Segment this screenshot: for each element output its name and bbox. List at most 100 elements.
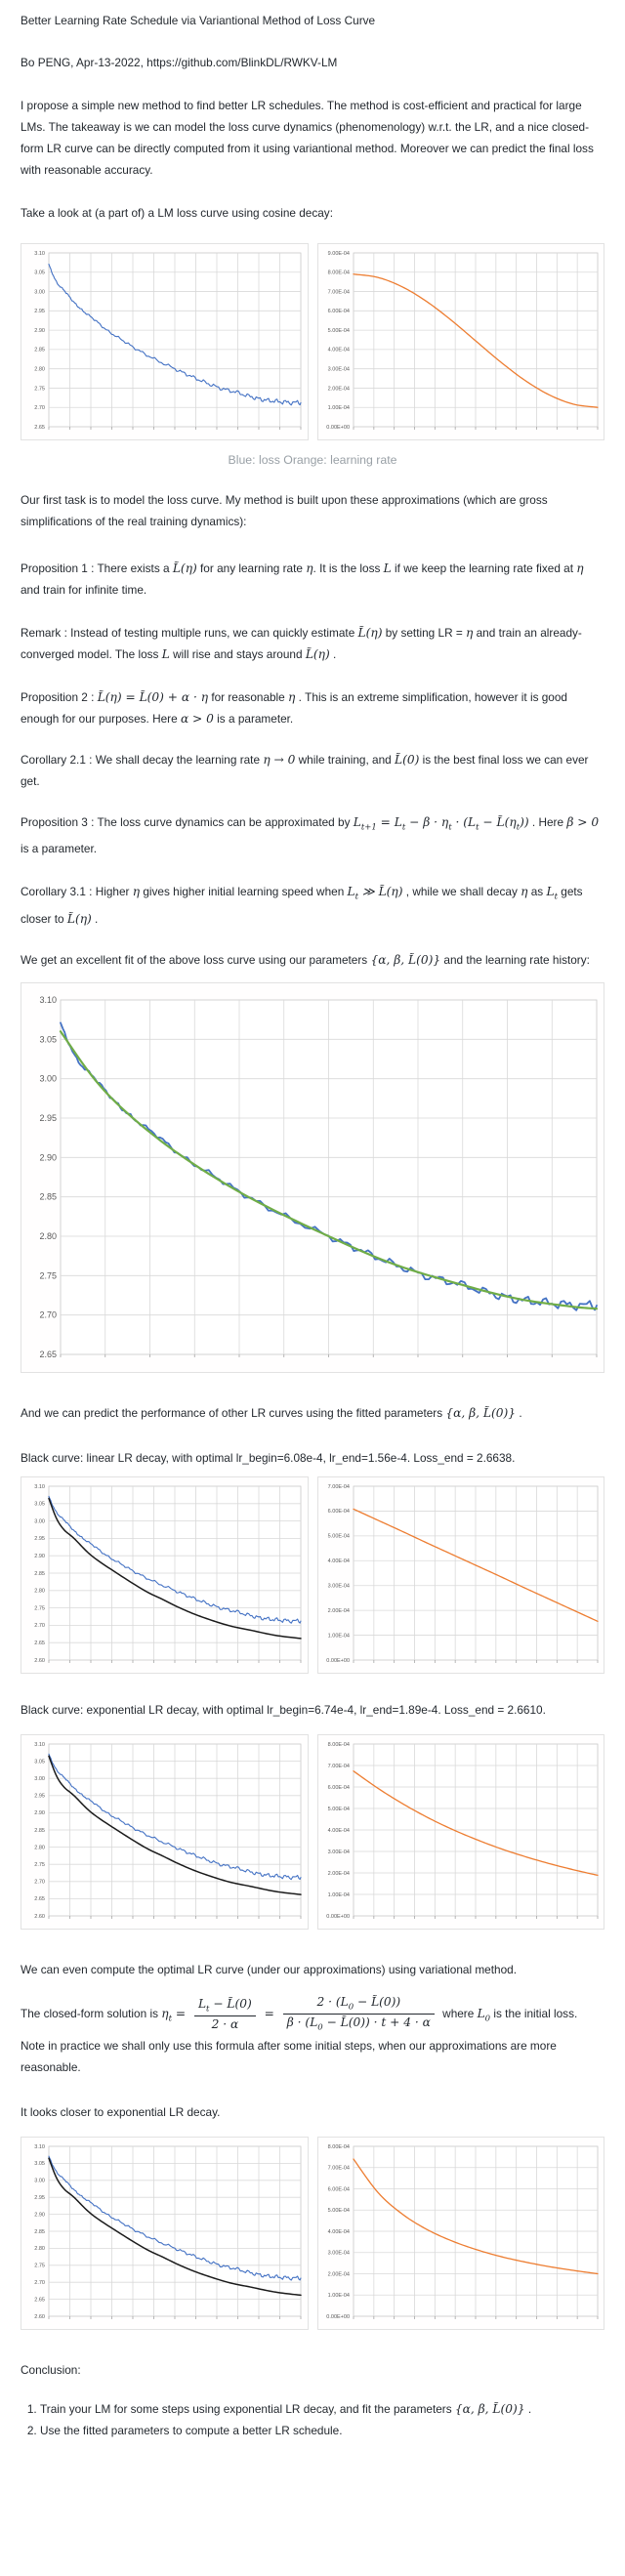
- y-tick-label: 2.00E-04: [327, 2271, 349, 2277]
- chart-lr-linear: 7.00E-04 6.00E-04 5.00E-04 4.00E-04 3.00E-04…: [316, 1475, 604, 1674]
- y-tick-label: 2.85: [34, 2228, 45, 2234]
- y-tick-label: 3.10: [39, 995, 57, 1005]
- series-loss-cosine-lr-decay-: [48, 263, 302, 406]
- y-tick-label: 2.60: [34, 1914, 45, 1920]
- y-tick-label: 4.00E-04: [327, 2228, 349, 2234]
- y-tick-label: 3.00: [39, 1074, 57, 1084]
- y-tick-label: 2.65: [34, 1896, 45, 1902]
- y-tick-label: 8.00E-04: [327, 270, 349, 276]
- y-tick-label: 2.70: [39, 1310, 57, 1320]
- y-tick-label: 3.05: [34, 2161, 45, 2167]
- math-inline: L̃(0): [395, 753, 420, 767]
- y-tick-label: 2.90: [34, 1554, 45, 1559]
- y-tick-label: 3.05: [34, 1501, 45, 1507]
- math-inline: Lt: [546, 885, 558, 902]
- y-tick-label: 2.65: [34, 2297, 45, 2303]
- figure-exponential-lr: 3.10 3.05 3.00 2.95 2.90 2.85 2.80 2.75 2.70 2.65…: [21, 1733, 604, 1930]
- math-inline: L̃(η): [357, 626, 383, 640]
- figure-cosine-loss-lr: 3.10 3.05 3.00 2.95 2.90 2.85 2.80 2.75 2.70 2.65…: [21, 243, 604, 440]
- math-inline: L̃(η) = L̃(0) + α · η: [97, 690, 209, 704]
- chart-svg: 3.10 3.05 3.00 2.95 2.90 2.85 2.80 2.75 2.70 2.65…: [34, 1484, 302, 1664]
- series-actual-loss: [48, 1753, 302, 1881]
- chart-svg: 3.10 3.05 3.00 2.95 2.90 2.85 2.80 2.75 2.70 2.65…: [34, 1742, 302, 1920]
- paragraph-proposition-1: Proposition 1 : There exists a L̃(η) for…: [21, 561, 584, 597]
- conclusion-list: Train your LM for some steps using expon…: [21, 2398, 604, 2441]
- paragraph-corollary-2-1: Corollary 2.1 : We shall decay the learn…: [21, 753, 589, 788]
- y-tick-label: 3.00E-04: [327, 2250, 349, 2256]
- series-cosine-lr-decay: [352, 273, 599, 408]
- y-tick-label: 2.95: [34, 1536, 45, 1542]
- series-predicted-loss-exponential-lr-: [48, 1755, 302, 1895]
- y-tick-label: 0.00E+00: [326, 425, 350, 431]
- y-tick-label: 7.00E-04: [327, 289, 349, 295]
- y-tick-label: 2.00E-04: [327, 386, 349, 392]
- math-inline: η: [288, 690, 296, 704]
- paragraph-variational: We can even compute the optimal LR curve…: [21, 1962, 517, 1976]
- math-inline: Lt ≫ L̃(η): [347, 885, 403, 902]
- y-tick-label: 5.00E-04: [327, 1534, 349, 1540]
- math-inline: η → 0: [263, 753, 296, 767]
- y-tick-label: 2.00E-04: [327, 1608, 349, 1614]
- y-tick-label: 1.00E-04: [327, 1892, 349, 1898]
- y-tick-label: 2.90: [34, 2212, 45, 2218]
- y-tick-label: 7.00E-04: [327, 1484, 349, 1490]
- y-tick-label: 8.00E-04: [327, 2143, 349, 2149]
- y-tick-label: 2.80: [34, 1845, 45, 1850]
- y-tick-label: 3.00: [34, 289, 45, 295]
- math-inline: {α, β, L̃(0)}: [454, 2401, 525, 2416]
- chart-loss-cosine: 3.10 3.05 3.00 2.95 2.90 2.85 2.80 2.75 2.70 2.65: [21, 243, 309, 440]
- y-tick-label: 8.00E-04: [327, 1742, 349, 1748]
- y-tick-label: 2.65: [39, 1350, 57, 1359]
- y-tick-label: 5.00E-04: [327, 328, 349, 334]
- y-tick-label: 2.60: [34, 1658, 45, 1664]
- figure-linear-lr: 3.10 3.05 3.00 2.95 2.90 2.85 2.80 2.75 2.70 2.65…: [21, 1475, 604, 1674]
- y-tick-label: 2.90: [39, 1152, 57, 1162]
- math-inline: η: [466, 626, 474, 640]
- math-inline: L: [383, 561, 392, 575]
- chart-svg: 3.10 3.05 3.00 2.95 2.90 2.85 2.80 2.75 2.70 2.65: [39, 995, 599, 1359]
- chart-loss-fit: 3.10 3.05 3.00 2.95 2.90 2.85 2.80 2.75 2.70 2.65: [21, 981, 604, 1373]
- paragraph-fit: We get an excellent fit of the above los…: [21, 952, 590, 967]
- series-exponential-lr-decay-6-74e-4-to-1-89e-4: [352, 1769, 599, 1876]
- series-actual-loss: [48, 1495, 302, 1624]
- y-tick-label: 2.65: [34, 1641, 45, 1646]
- doc-byline: Bo PENG, Apr-13-2022, https://github.com…: [21, 56, 338, 69]
- paragraph-predict: And we can predict the performance of ot…: [21, 1405, 522, 1420]
- y-tick-label: 9.00E-04: [327, 251, 349, 257]
- math-inline: η: [306, 561, 313, 575]
- y-tick-label: 2.90: [34, 1810, 45, 1816]
- math-inline: Lt+1 = Lt − β · ηt · (Lt − L̃(ηt)): [353, 815, 529, 833]
- math-inline: ηt =: [161, 2006, 189, 2024]
- series-actual-loss: [48, 2155, 302, 2281]
- y-tick-label: 2.75: [34, 2263, 45, 2268]
- paragraph-first-task: Our first task is to model the loss curv…: [21, 493, 548, 528]
- chart-loss-pred-exp: 3.10 3.05 3.00 2.95 2.90 2.85 2.80 2.75 2.70 2.65…: [21, 1733, 309, 1930]
- chart-lr-optimal: 8.00E-04 7.00E-04 6.00E-04 5.00E-04 4.00E-04…: [316, 2136, 604, 2330]
- figure-caption: Blue: loss Orange: learning rate: [228, 453, 397, 467]
- y-tick-label: 3.10: [34, 1484, 45, 1490]
- y-tick-label: 2.70: [34, 2280, 45, 2286]
- y-tick-label: 2.90: [34, 328, 45, 334]
- y-tick-label: 3.10: [34, 1742, 45, 1748]
- paragraph-closer: It looks closer to exponential LR decay.: [21, 2104, 221, 2119]
- math-inline: L̃(η): [172, 561, 197, 575]
- chart-svg: 3.10 3.05 3.00 2.95 2.90 2.85 2.80 2.75 2.70 2.65: [34, 251, 302, 431]
- paragraph-remark: Remark : Instead of testing multiple run…: [21, 626, 582, 661]
- y-tick-label: 2.95: [34, 2195, 45, 2201]
- y-tick-label: 3.00: [34, 1776, 45, 1782]
- math-inline: =: [260, 2006, 278, 2020]
- document: Better Learning Rate Schedule via Varian…: [0, 0, 625, 2453]
- y-tick-label: 2.65: [34, 425, 45, 431]
- chart-lr-cosine: 9.00E-04 8.00E-04 7.00E-04 6.00E-04 5.00E-04…: [316, 243, 604, 440]
- y-tick-label: 1.00E-04: [327, 1633, 349, 1639]
- y-tick-label: 2.60: [34, 2313, 45, 2319]
- y-tick-label: 2.70: [34, 1879, 45, 1885]
- y-tick-label: 7.00E-04: [327, 1764, 349, 1769]
- math-fraction: 2 · (L0 − L̃(0)) β · (L0 − L̃(0)) · t + 4…: [282, 1994, 435, 2035]
- chart-svg: 7.00E-04 6.00E-04 5.00E-04 4.00E-04 3.00E-04…: [326, 1484, 599, 1664]
- chart-svg: 8.00E-04 7.00E-04 6.00E-04 5.00E-04 4.00E-04…: [326, 1742, 599, 1920]
- y-tick-label: 2.75: [34, 1605, 45, 1611]
- chart-svg: 8.00E-04 7.00E-04 6.00E-04 5.00E-04 4.00E-04…: [326, 2143, 599, 2319]
- chart-loss-pred-linear: 3.10 3.05 3.00 2.95 2.90 2.85 2.80 2.75 2.70 2.65…: [21, 1475, 309, 1674]
- y-tick-label: 6.00E-04: [327, 1785, 349, 1791]
